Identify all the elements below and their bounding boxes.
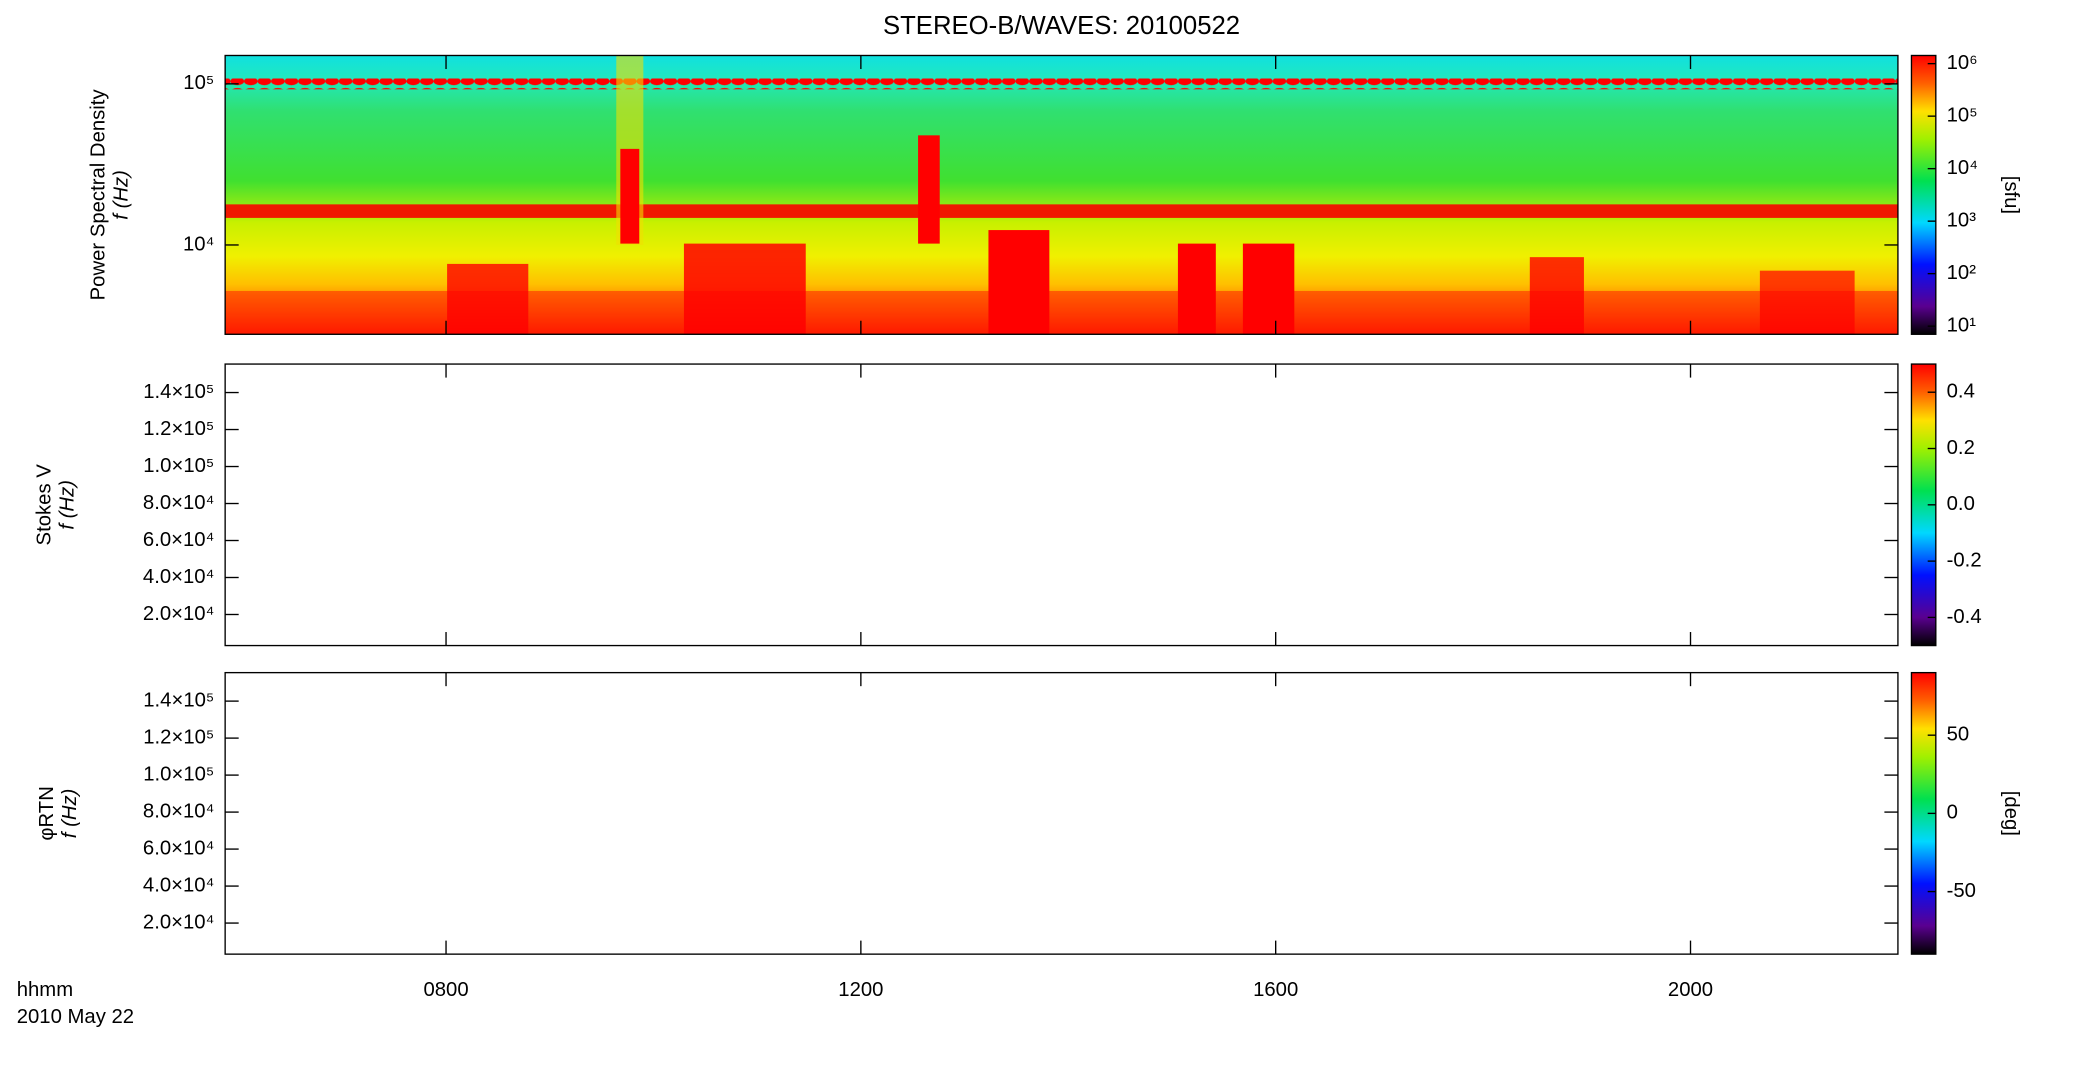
x-tick-label: 1200 — [838, 979, 883, 1001]
y-tick-label: 6.0×10⁴ — [143, 529, 214, 551]
colorbar-tick-label: 10⁵ — [1947, 105, 1978, 127]
y-tick-label: 8.0×10⁴ — [143, 492, 214, 514]
plot-frame — [224, 671, 1899, 955]
y-tick-label: 2.0×10⁴ — [143, 911, 214, 933]
y-tick-label: 1.4×10⁵ — [143, 381, 214, 403]
colorbar-tick-label: 10⁴ — [1947, 157, 1978, 179]
y-axis-label: f (Hz) — [111, 170, 133, 220]
colorbar-tick-label: 10² — [1947, 262, 1977, 284]
date-label: 2010 May 22 — [17, 1006, 134, 1028]
colorbar-tick-label: -0.4 — [1947, 606, 1982, 628]
spectrogram — [225, 55, 1898, 335]
chart-title: STEREO-B/WAVES: 20100522 — [883, 12, 1240, 40]
colorbar-tick-label: 0 — [1947, 802, 1958, 824]
plot-frame — [224, 54, 1899, 335]
y-tick-label: 10⁴ — [183, 233, 214, 255]
x-tick-label: 2000 — [1668, 979, 1713, 1001]
x-axis-label: hhmm — [17, 979, 73, 1001]
y-tick-label: 1.2×10⁵ — [143, 726, 214, 748]
colorbar-tick-label: -0.2 — [1947, 549, 1982, 571]
colorbar-tick-label: 0.0 — [1947, 493, 1975, 515]
y-tick-label: 4.0×10⁴ — [143, 874, 214, 896]
y-tick-label: 4.0×10⁴ — [143, 566, 214, 588]
colorbar-tick-label: 10¹ — [1947, 315, 1977, 337]
y-tick-label: 1.4×10⁵ — [143, 689, 214, 711]
colorbar-tick-label: 50 — [1947, 724, 1970, 746]
x-tick-label: 1600 — [1253, 979, 1298, 1001]
colorbar-tick-label: 10⁶ — [1947, 52, 1978, 74]
colorbar-tick-label: 10³ — [1947, 210, 1977, 232]
colorbar — [1910, 54, 1937, 335]
y-axis-label: f (Hz) — [59, 789, 81, 839]
y-tick-label: 1.0×10⁵ — [143, 455, 214, 477]
y-tick-label: 1.2×10⁵ — [143, 418, 214, 440]
y-axis-label: φRTN — [36, 786, 58, 841]
y-tick-label: 2.0×10⁴ — [143, 603, 214, 625]
colorbar-label: [deg] — [2000, 791, 2022, 836]
colorbar-tick-label: 0.2 — [1947, 437, 1975, 459]
y-tick-label: 8.0×10⁴ — [143, 800, 214, 822]
y-axis-label: f (Hz) — [57, 480, 79, 530]
y-tick-label: 10⁵ — [183, 72, 214, 94]
colorbar-tick-label: 0.4 — [1947, 381, 1975, 403]
colorbar-label: [sfu] — [2000, 176, 2022, 214]
y-tick-label: 6.0×10⁴ — [143, 837, 214, 859]
plot-frame — [224, 363, 1899, 647]
colorbar-tick-label: -50 — [1947, 880, 1976, 902]
y-tick-label: 1.0×10⁵ — [143, 763, 214, 785]
x-tick-label: 0800 — [423, 979, 468, 1001]
y-axis-label: Stokes V — [34, 464, 56, 546]
y-axis-label: Power Spectral Density — [88, 89, 110, 301]
